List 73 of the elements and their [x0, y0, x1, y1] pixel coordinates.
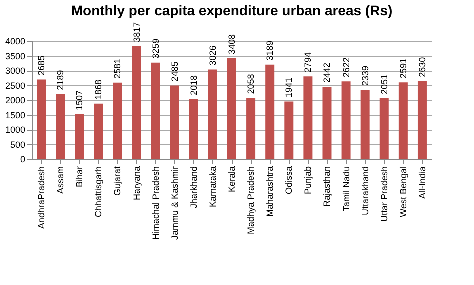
data-label: 2442: [322, 62, 332, 83]
bar: [56, 94, 66, 159]
chart-title: Monthly per capita expenditure urban areas (Rs): [71, 2, 393, 18]
x-tick-label: Karnataka: [208, 166, 218, 208]
data-label: 3026: [208, 46, 218, 66]
x-tick-label: Odissa: [284, 166, 294, 195]
x-tick-label: Assam: [56, 166, 66, 194]
bar: [398, 82, 408, 159]
data-label: 2685: [36, 56, 47, 76]
x-tick-label: Jammu & Kashmir: [170, 166, 180, 240]
data-label: 2051: [379, 74, 390, 94]
data-label: 2591: [398, 58, 408, 79]
data-label: 1941: [284, 78, 294, 98]
x-tick-label: West Bengal: [398, 166, 408, 218]
data-label: 2058: [246, 74, 256, 94]
bar: [246, 98, 256, 159]
data-label: 2622: [341, 58, 352, 78]
data-label: 2794: [303, 52, 314, 73]
x-tick-label: Kerala: [227, 166, 237, 193]
bar: [228, 58, 236, 159]
data-label: 3259: [150, 38, 161, 59]
x-tick-label: Haryana: [132, 166, 142, 201]
bar: [189, 99, 198, 159]
data-label: 2630: [417, 57, 428, 78]
data-label: 3817: [132, 22, 142, 42]
y-tick-label: 4000: [5, 36, 26, 46]
bar: [266, 64, 275, 159]
bar: [360, 90, 370, 159]
x-tick-label: Bihar: [74, 166, 85, 188]
y-tick-label: 0: [20, 154, 26, 164]
data-label: 2339: [360, 66, 370, 86]
data-label: 2581: [112, 58, 123, 79]
data-label: 2485: [170, 62, 180, 82]
x-tick-label: Tamil Nadu: [341, 166, 352, 212]
x-tick-label: Madhya Pradesh: [246, 166, 256, 235]
bar: [75, 114, 84, 159]
bar: [342, 82, 351, 159]
x-tick-label: Punjab: [303, 166, 314, 195]
bar: [208, 70, 218, 159]
bar: [94, 104, 104, 159]
y-tick-label: 3500: [5, 51, 26, 62]
x-tick-label: Chhattisgarh: [94, 166, 104, 218]
x-tick-label: AndhraPradesh: [36, 166, 47, 230]
bar: [132, 46, 142, 159]
y-tick-label: 500: [10, 140, 26, 150]
x-tick-label: Uttarakhand: [360, 166, 370, 216]
x-tick-label: Gujarat: [112, 166, 123, 196]
bar: [37, 80, 46, 159]
data-label: 1868: [94, 80, 104, 100]
bar: [322, 86, 332, 159]
x-tick-label: Rajasthan: [322, 166, 332, 208]
bar: [170, 86, 180, 159]
bar: [113, 82, 122, 159]
bar: [151, 62, 160, 159]
data-label: 2018: [188, 75, 199, 96]
bar: [418, 81, 427, 159]
data-label: 3189: [265, 40, 276, 61]
y-tick-label: 1500: [5, 110, 26, 120]
y-tick-label: 2500: [5, 80, 26, 91]
bar: [304, 76, 313, 159]
data-label: 1507: [74, 90, 85, 111]
data-label: 2189: [56, 70, 66, 90]
data-label: 3408: [227, 34, 237, 54]
x-tick-label: Jharkhand: [188, 166, 199, 209]
bar: [284, 102, 294, 159]
y-tick-label: 1000: [5, 125, 26, 135]
x-tick-label: Uttar Pradesh: [379, 166, 390, 222]
x-tick-label: Maharashtra: [265, 166, 276, 218]
x-tick-label: All-India: [417, 166, 428, 200]
y-tick-label: 2000: [5, 96, 26, 106]
x-tick-label: Himachal Pradesh: [150, 166, 161, 240]
y-tick-label: 3000: [5, 66, 26, 76]
bar: [380, 98, 389, 159]
